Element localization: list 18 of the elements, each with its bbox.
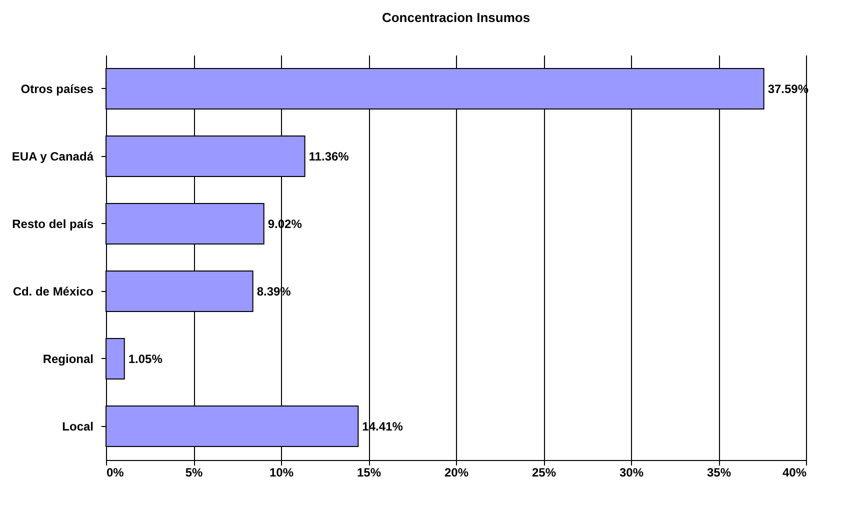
x-tick-label: 20% <box>444 466 469 480</box>
data-label: 1.05% <box>128 352 163 366</box>
x-tick-label: 10% <box>269 466 294 480</box>
chart-title: Concentracion Insumos <box>382 10 530 25</box>
y-tick-label: EUA y Canadá <box>12 149 94 164</box>
y-tick-label: Resto del país <box>12 216 94 231</box>
y-tick-label: Cd. de México <box>12 284 94 298</box>
x-tick-label: 25% <box>532 466 556 480</box>
y-tick-label: Otros países <box>20 82 94 96</box>
x-tick-label: 40% <box>782 466 807 480</box>
x-tick-label: 0% <box>106 466 124 480</box>
x-tick-label: 30% <box>619 466 644 480</box>
x-tick-label: 15% <box>356 466 382 480</box>
data-label: 11.36% <box>308 149 350 164</box>
x-tick-label: 35% <box>706 466 732 480</box>
x-tick-label: 5% <box>185 466 203 480</box>
y-tick-label: Local <box>62 419 94 434</box>
y-tick-label: Regional <box>42 352 94 366</box>
